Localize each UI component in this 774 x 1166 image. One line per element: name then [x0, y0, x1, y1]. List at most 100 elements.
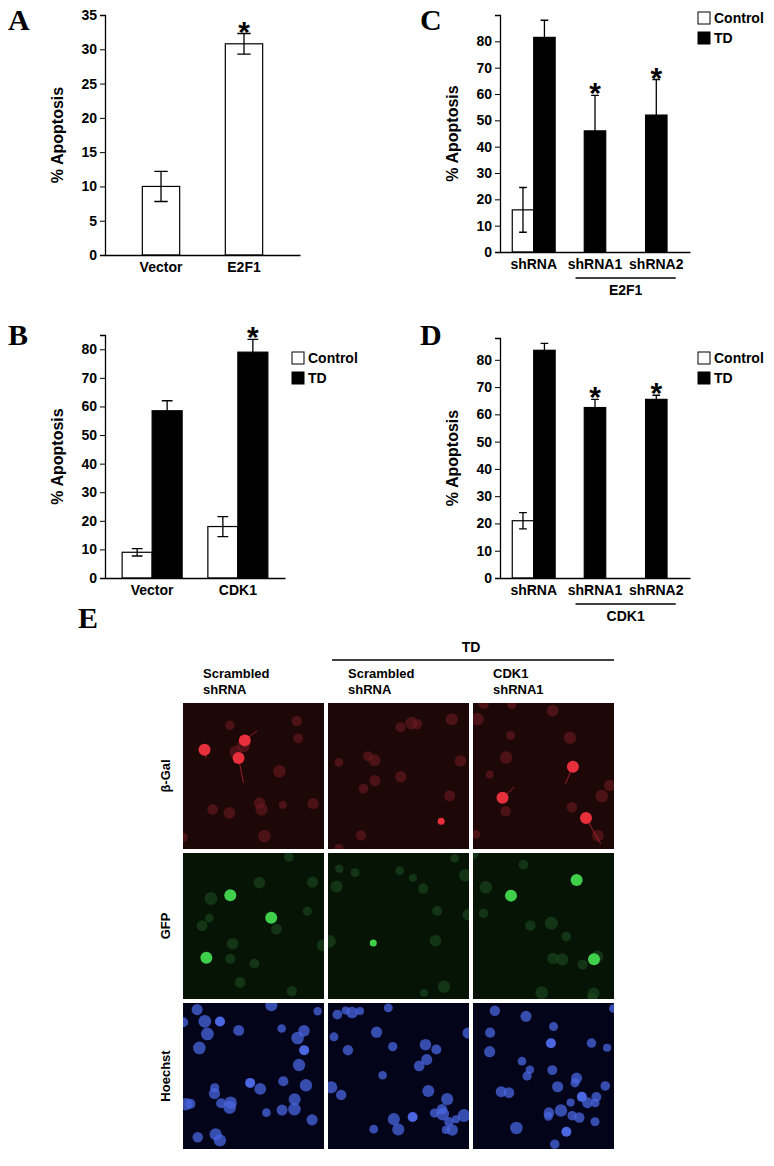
micrograph: [473, 1003, 614, 1149]
cell: [591, 1117, 600, 1126]
image-background: [183, 853, 324, 999]
tick-label: shRNA: [510, 256, 557, 272]
micrograph: [328, 853, 469, 999]
legend-label: TD: [714, 30, 733, 46]
cell: [378, 1071, 387, 1080]
tick-label: 50: [476, 112, 492, 128]
cell: [587, 1038, 597, 1048]
cell: [185, 1099, 195, 1109]
cell: [224, 807, 236, 819]
tick: 35: [81, 7, 105, 23]
cell: [450, 854, 459, 863]
cell: [279, 801, 287, 809]
plot-marks: [142, 34, 262, 255]
cell: [577, 1092, 587, 1102]
legend: ControlTD: [698, 10, 764, 46]
tick-mark: [100, 255, 105, 256]
column-label: shRNA: [348, 682, 392, 697]
cell: [436, 1108, 449, 1121]
cell: [224, 889, 236, 901]
cell: [547, 1065, 557, 1075]
significance-marker: *: [589, 76, 601, 109]
tick-mark: [495, 496, 500, 497]
tick-label: 20: [81, 513, 97, 529]
tick-mark: [495, 442, 500, 443]
cell: [200, 952, 212, 964]
cell: [486, 770, 494, 778]
panel-B: 01020304050607080VectorCDK1% ApoptosisBC…: [8, 318, 358, 598]
cell: [603, 1044, 611, 1052]
cell: [535, 986, 548, 999]
cell: [287, 986, 297, 996]
tick-mark: [100, 118, 105, 119]
micrograph: [328, 703, 469, 849]
cell: [588, 953, 600, 965]
cell: [265, 1003, 277, 1011]
cell: [432, 906, 442, 916]
tick: shRNA: [510, 256, 557, 272]
tick-mark: [495, 226, 500, 227]
image-background: [328, 853, 469, 999]
cell: [441, 1093, 453, 1105]
cell: [555, 1104, 567, 1116]
significance-marker: *: [238, 15, 250, 48]
tick: 15: [81, 144, 105, 160]
tick: CDK1: [219, 582, 257, 598]
cell: [254, 877, 266, 889]
cell: [288, 1103, 301, 1116]
tick-mark: [100, 578, 105, 579]
legend-label: TD: [308, 370, 327, 386]
tick-label: 10: [81, 178, 97, 194]
legend-swatch: [698, 352, 710, 364]
cell: [370, 939, 377, 946]
tick-mark: [495, 360, 500, 361]
legend-swatch: [698, 12, 710, 24]
cell: [343, 1045, 353, 1055]
tick-label: shRNA2: [629, 256, 684, 272]
cell: [198, 1015, 211, 1028]
axis-line: [501, 578, 691, 579]
cell: [580, 812, 592, 824]
axis-title: % Apoptosis: [49, 87, 66, 183]
tick-label: 10: [476, 218, 492, 234]
significance-marker: *: [650, 376, 662, 409]
tick: 50: [81, 427, 105, 443]
cell: [600, 1081, 610, 1091]
error-bar: [541, 343, 549, 357]
cell: [438, 980, 451, 993]
cell: [293, 1059, 305, 1071]
cell: [342, 1007, 350, 1015]
panel-label: D: [420, 318, 442, 351]
tick-label: 50: [81, 427, 97, 443]
cell: [265, 912, 277, 924]
tick-label: 80: [476, 33, 492, 49]
tick-label: 30: [81, 484, 97, 500]
cell: [525, 920, 535, 930]
cell: [484, 1046, 495, 1057]
cell: [518, 1057, 527, 1066]
cell: [293, 733, 303, 743]
tick: 5: [89, 213, 105, 229]
tick-mark: [100, 549, 105, 550]
bar: [646, 399, 667, 578]
legend-entry: Control: [292, 350, 358, 366]
tick: 50: [476, 434, 500, 450]
cell: [571, 874, 583, 886]
tick-label: 20: [476, 191, 492, 207]
panel-label: B: [8, 318, 28, 351]
cell: [278, 1076, 288, 1086]
cell: [604, 780, 614, 791]
tick-mark: [100, 84, 105, 85]
tick-mark: [495, 551, 500, 552]
tick-mark: [495, 199, 500, 200]
error-bar: [132, 549, 143, 556]
tick: Vector: [140, 259, 183, 275]
tick-mark: [495, 120, 500, 121]
x-axis: shRNAshRNA1shRNA2: [501, 253, 691, 272]
cell: [307, 1114, 318, 1125]
legend-label: Control: [308, 350, 358, 366]
cell: [388, 1042, 397, 1051]
tick: 50: [476, 112, 500, 128]
legend-entry: TD: [698, 370, 733, 386]
y-axis: 05101520253035: [81, 7, 105, 263]
